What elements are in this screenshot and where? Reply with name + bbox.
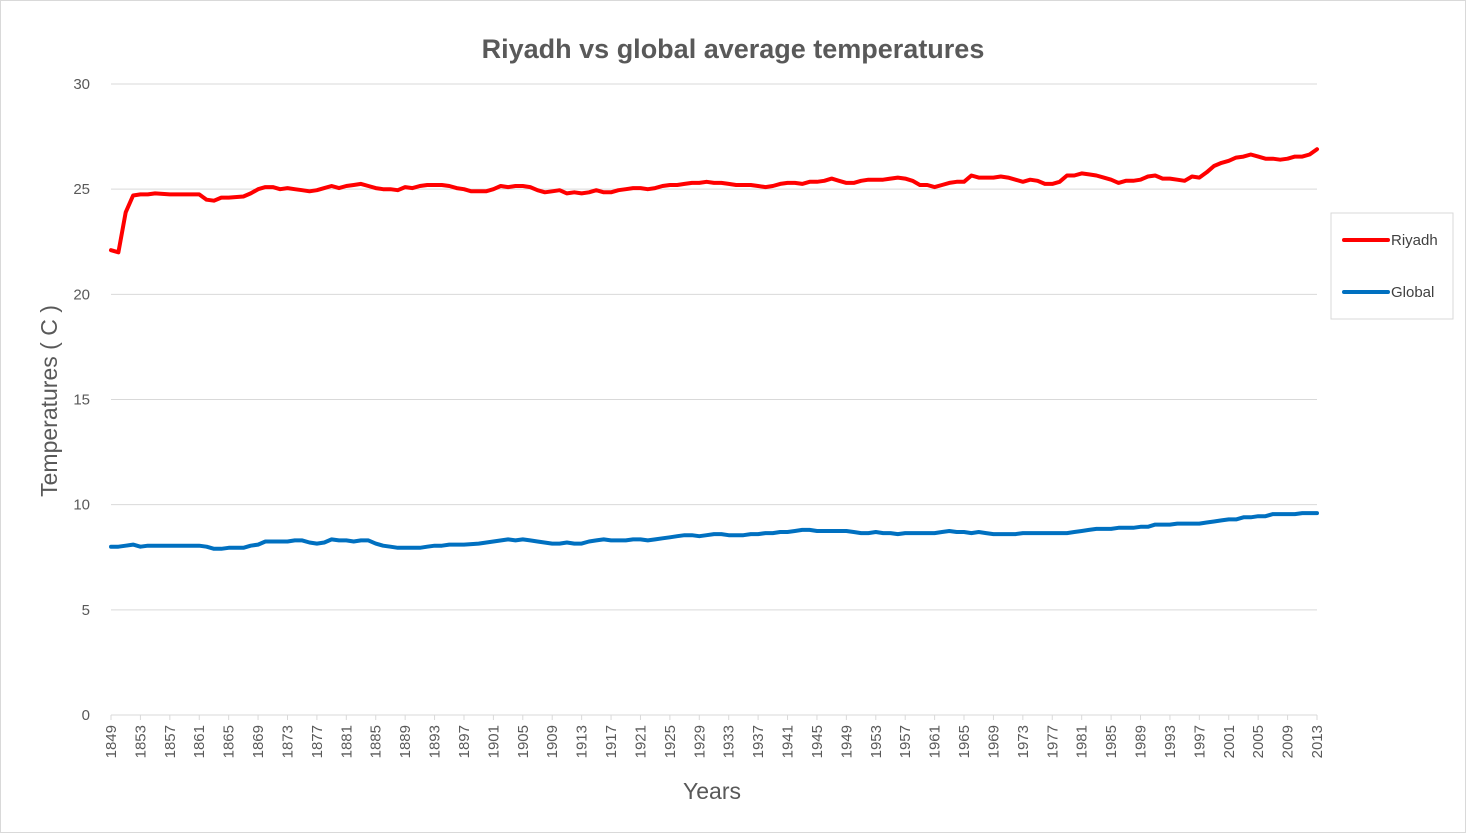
x-tick-label: 1913: [574, 725, 591, 758]
x-tick-label: 1937: [750, 725, 767, 758]
x-axis-ticks: 1849 1853 1857 1861 1865 1869 1873 1877 1881 1885…: [103, 714, 1326, 758]
y-axis-label: Temperatures ( C ): [36, 305, 62, 497]
x-tick-label: 2009: [1280, 725, 1297, 758]
x-tick-label: 1917: [603, 725, 620, 758]
legend-label-global: Global: [1391, 284, 1434, 301]
x-tick-label: 1989: [1133, 725, 1150, 758]
x-tick-label: 1977: [1044, 725, 1061, 758]
x-tick-label: 1973: [1015, 725, 1032, 758]
x-tick-label: 1857: [162, 725, 179, 758]
x-tick-label: 1889: [397, 725, 414, 758]
x-tick-label: 1945: [809, 725, 826, 758]
x-tick-label: 1861: [191, 725, 208, 758]
x-tick-label: 1985: [1103, 725, 1120, 758]
x-tick-label: 1993: [1162, 725, 1179, 758]
legend: Riyadh Global: [1330, 212, 1454, 320]
x-tick-label: 1897: [456, 725, 473, 758]
series-lines: [109, 147, 1319, 551]
x-tick-label: 1921: [632, 725, 649, 758]
x-tick-label: 1905: [515, 725, 532, 758]
y-tick-label: 5: [82, 602, 90, 619]
x-tick-label: 1965: [956, 725, 973, 758]
legend-label-riyadh: Riyadh: [1391, 232, 1438, 249]
x-tick-label: 1853: [132, 725, 149, 758]
x-tick-label: 1981: [1074, 725, 1091, 758]
series-line-riyadh: [109, 147, 1319, 255]
y-tick-label: 0: [82, 707, 90, 724]
x-tick-label: 2013: [1309, 725, 1326, 758]
x-tick-label: 1885: [368, 725, 385, 758]
x-tick-label: 1881: [338, 725, 355, 758]
x-tick-label: 1869: [250, 725, 267, 758]
x-tick-label: 1873: [279, 725, 296, 758]
y-tick-label: 15: [73, 392, 90, 409]
x-axis-label: Years: [683, 778, 741, 804]
x-tick-label: 1961: [927, 725, 944, 758]
x-tick-label: 1893: [427, 725, 444, 758]
x-tick-label: 1953: [868, 725, 885, 758]
x-tick-label: 1949: [838, 725, 855, 758]
y-tick-label: 10: [73, 497, 90, 514]
y-tick-label: 20: [73, 286, 90, 303]
x-tick-label: 2005: [1250, 725, 1267, 758]
chart-title: Riyadh vs global average temperatures: [482, 34, 985, 64]
x-tick-label: 1957: [897, 725, 914, 758]
x-tick-label: 1865: [221, 725, 238, 758]
y-tick-label: 30: [73, 76, 90, 93]
x-tick-label: 1969: [985, 725, 1002, 758]
x-tick-label: 1933: [721, 725, 738, 758]
x-tick-label: 1929: [691, 725, 708, 758]
x-tick-label: 1997: [1191, 725, 1208, 758]
x-tick-label: 1849: [103, 725, 120, 758]
legend-box: [1330, 212, 1454, 320]
x-tick-label: 1941: [780, 725, 797, 758]
x-tick-label: 2001: [1221, 725, 1238, 758]
series-line-global: [109, 511, 1319, 551]
x-tick-label: 1901: [485, 725, 502, 758]
y-tick-label: 25: [73, 181, 90, 198]
x-tick-label: 1877: [309, 725, 326, 758]
y-axis-ticks: 0 5 10 15 20 25 30: [73, 76, 90, 724]
x-tick-label: 1909: [544, 725, 561, 758]
x-tick-label: 1925: [662, 725, 679, 758]
